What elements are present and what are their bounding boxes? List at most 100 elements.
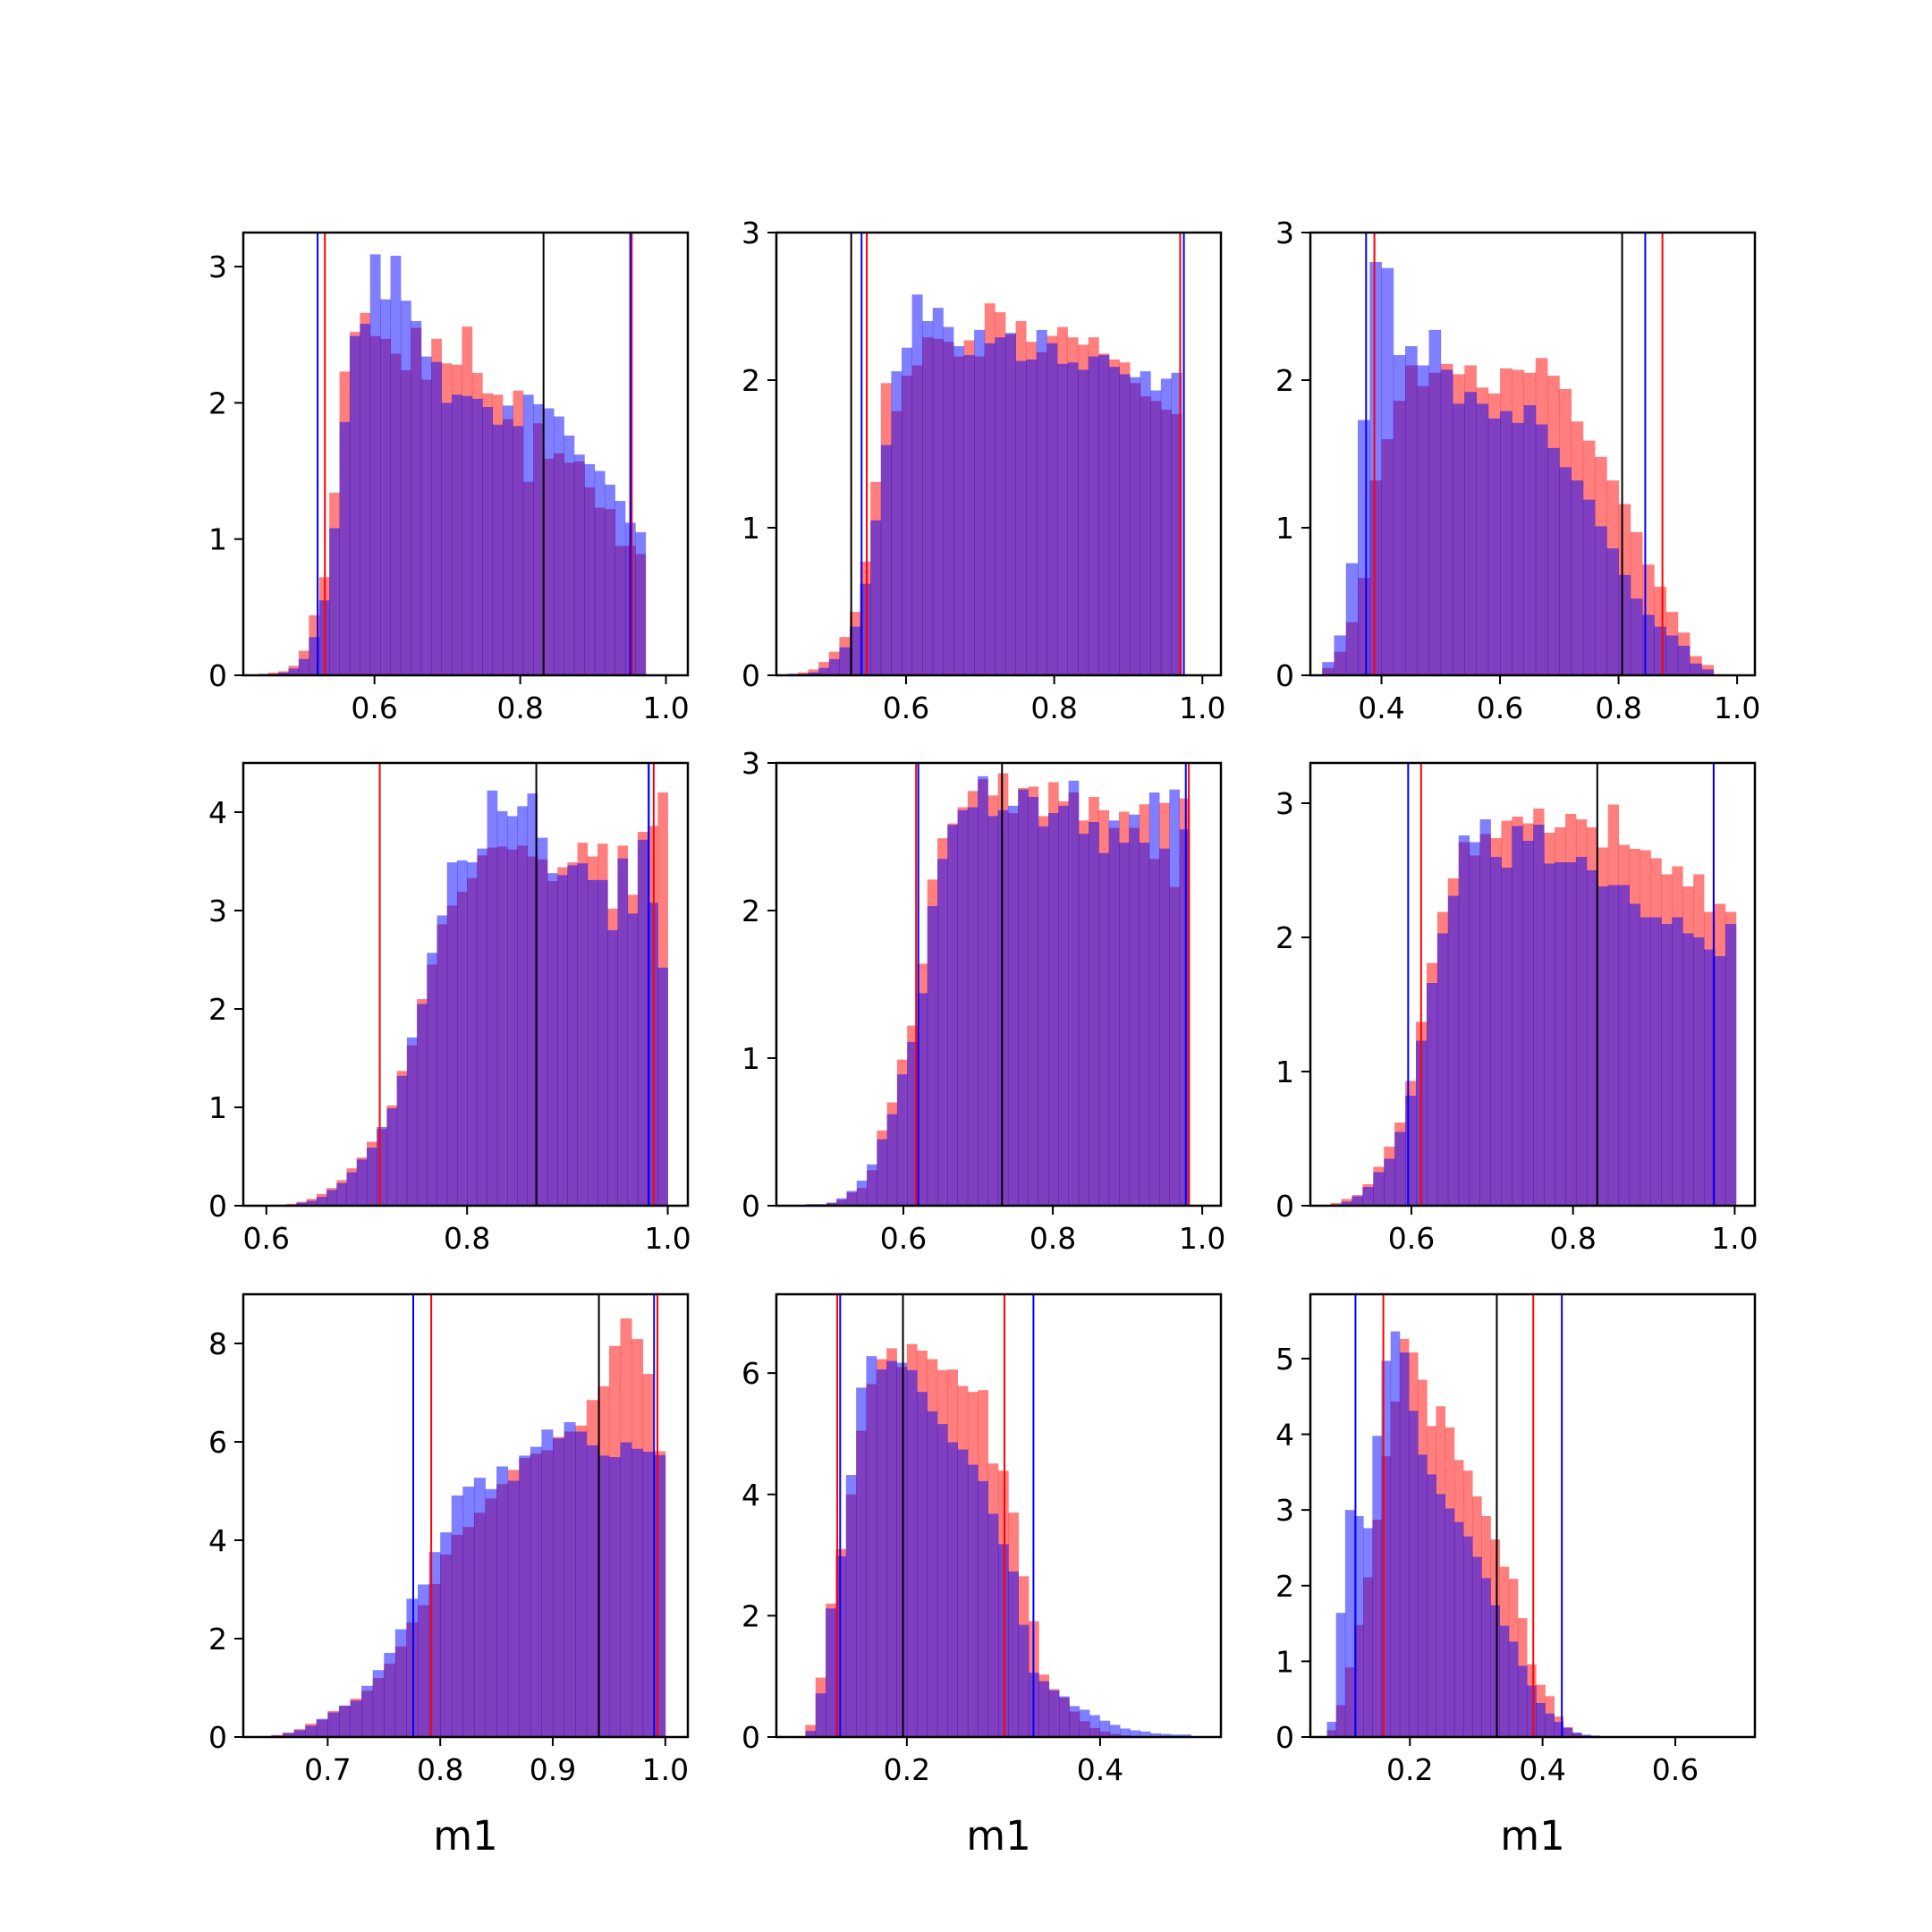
panel-r1c2-ytick-label-0: 0 [1275, 1189, 1294, 1224]
panel-r0c2-xtick-label-3: 1.0 [1714, 691, 1760, 725]
panel-r0c1-blue-bar-8 [870, 520, 882, 675]
panel-r2c0-xtick-label-3: 1.0 [642, 1752, 689, 1787]
panel-r2c1-blue-bar-27 [1079, 1709, 1090, 1737]
panel-r0c1-blue-bar-23 [1026, 359, 1038, 675]
panel-r2c2-blue-bar-28 [1581, 1734, 1591, 1737]
panel-r0c0-blue-bar-30 [564, 435, 575, 675]
panel-r2c0-blue-bar-35 [654, 1454, 666, 1737]
panel-r0c0-plot-area [258, 233, 647, 675]
panel-r0c0-red-bar-1 [267, 672, 279, 675]
panel-r1c0-blue-bar-13 [406, 1037, 418, 1206]
panel-r0c0-xtick-label-2: 1.0 [642, 691, 689, 725]
panel-r1c0-ytick-label-2: 2 [208, 992, 227, 1027]
panel-r2c1-blue-bar-14 [947, 1442, 958, 1737]
panel-r0c2-blue-bar-10 [1440, 369, 1453, 675]
panel-r2c2-blue-bar-27 [1572, 1732, 1582, 1737]
panel-r2c2-ytick-label-5: 5 [1275, 1342, 1294, 1377]
panel-r0c0-blue-bar-26 [522, 394, 534, 675]
subplot-grid: 0.6 0.8 1.0 0 1 2 3 0.6 0.8 1.0 0 1 2 3 0.4 0.6 0.8 1.0 0 1… [208, 216, 1760, 1860]
panel-r0c0-blue-bar-10 [360, 324, 371, 675]
panel-r1c2-blue-bar-9 [1426, 983, 1438, 1206]
panel-r0c0-blue-bar-20 [462, 395, 473, 675]
panel-r2c0-blue-bar-9 [361, 1685, 374, 1737]
panel-r2c1-blue-bar-24 [1048, 1690, 1060, 1737]
panel-r2c2-blue-bar-3 [1354, 1515, 1364, 1737]
panel-r0c2-blue-bar-22 [1582, 499, 1596, 675]
panel-r1c2-blue-bar-6 [1394, 1131, 1406, 1206]
panel-r2c0-plot-area [259, 1294, 666, 1737]
panel-r0c1-xtick-label-0: 0.6 [883, 691, 929, 725]
panel-r1c2-blue-bar-23 [1575, 857, 1588, 1206]
panel-r1c2-blue-bar-22 [1565, 862, 1577, 1206]
panel-r0c1-blue-bar-5 [839, 647, 851, 675]
panel-r2c1-blue-bar-36 [1170, 1734, 1182, 1737]
panel-r2c2-series-blue [1326, 1331, 1709, 1737]
panel-r2c0-blue-bar-2 [283, 1733, 295, 1737]
panel-r1c0-blue-bar-12 [396, 1075, 408, 1206]
panel-r1c0-series-blue [276, 790, 668, 1206]
panel-r2c1-series-blue [805, 1356, 1191, 1737]
panel-r0c1-ytick-label-1: 1 [741, 511, 760, 546]
panel-r0c2-blue-bar-30 [1677, 646, 1690, 675]
panel-r1c2-blue-bar-14 [1479, 819, 1491, 1206]
panel-r0c2-xtick-label-2: 0.8 [1595, 691, 1641, 725]
panel-r1c1-blue-bar-32 [1129, 814, 1140, 1206]
panel-r0c0-blue-bar-33 [594, 470, 606, 675]
panel-r0c1-blue-bar-36 [1160, 378, 1172, 675]
panel-r2c1-ytick-label-2: 4 [741, 1478, 760, 1513]
panel-r1c1-ytick-label-1: 1 [741, 1041, 760, 1076]
panel-r0c1-blue-bar-10 [891, 371, 902, 675]
panel-r2c0-ytick-label-2: 4 [208, 1523, 227, 1558]
panel-r1c0-blue-bar-6 [336, 1182, 347, 1206]
panel-r1c2-blue-bar-13 [1469, 842, 1480, 1206]
panel-r1c2-blue-bar-29 [1640, 917, 1651, 1206]
panel-r1c0-blue-bar-16 [436, 915, 448, 1206]
panel-r1c0-plot-area [276, 763, 668, 1206]
panel-r1c2-blue-bar-26 [1607, 885, 1620, 1206]
panel-r0c2-blue-bar-9 [1428, 329, 1442, 675]
panel-r2c0-blue-bar-12 [394, 1629, 407, 1737]
panel-r0c1-blue-bar-31 [1108, 367, 1120, 675]
panel-r2c0-xlabel: m1 [433, 1812, 497, 1860]
panel-r0c2-frame [1309, 231, 1757, 677]
panel-r1c0-blue-bar-19 [467, 862, 478, 1206]
panel-r1c2-blue-bar-7 [1405, 1096, 1417, 1206]
panel-r1c2-blue-bar-20 [1544, 863, 1555, 1206]
panel-r2c2-blue-bar-8 [1399, 1352, 1410, 1737]
panel-r1c1-blue-bar-16 [967, 807, 979, 1206]
panel-r0c0-ytick-label-3: 3 [208, 250, 227, 284]
panel-r0c0-blue-bar-13 [390, 255, 402, 675]
panel-r0c1-blue-bar-2 [808, 672, 819, 675]
panel-r0c1-xtick-label-2: 1.0 [1179, 691, 1225, 725]
panel-r1c0-blue-bar-31 [587, 879, 598, 1206]
panel-r1c1-blue-bar-30 [1108, 820, 1120, 1206]
panel-r1c1-plot-area [806, 763, 1191, 1206]
panel-r0c1-blue-bar-3 [818, 667, 830, 675]
panel-r0c0-blue-bar-22 [482, 406, 494, 675]
panel-r2c2-blue-bar-18 [1490, 1605, 1501, 1737]
panel-r1c1-blue-bar-28 [1089, 822, 1099, 1206]
panel-r0c0-blue-bar-17 [431, 361, 443, 675]
panel-r1c0-blue-bar-5 [326, 1190, 337, 1206]
panel-r0c0-xtick-label-0: 0.6 [351, 691, 397, 725]
panel-r0c1-blue-bar-7 [860, 583, 871, 675]
panel-r2c2-blue-bar-20 [1508, 1641, 1519, 1737]
panel-r1c2-blue-bar-4 [1373, 1172, 1385, 1206]
panel-r0c0-blue-bar-8 [339, 421, 351, 675]
panel-r0c0-blue-bar-12 [380, 299, 391, 675]
panel-r1c0-xtick-label-0: 0.6 [243, 1221, 290, 1256]
panel-r1c1-blue-bar-31 [1118, 843, 1130, 1206]
panel-r1c1-blue-bar-5 [856, 1180, 868, 1206]
panel-r0c0-blue-bar-3 [288, 668, 300, 675]
panel-r1c2-blue-bar-1 [1341, 1201, 1352, 1206]
panel-r0c0-blue-bar-5 [309, 637, 320, 675]
panel-r0c2-ytick-label-1: 1 [1275, 511, 1294, 546]
panel-r0c1-series-blue [787, 294, 1182, 675]
panel-r1c1: 0.6 0.8 1.0 0 1 2 3 [741, 746, 1225, 1256]
panel-r0c0-series-blue [258, 254, 647, 675]
panel-r1c1-blue-bar-8 [886, 1114, 898, 1206]
panel-r0c0-blue-bar-23 [492, 424, 504, 675]
panel-r1c1-blue-bar-11 [917, 993, 928, 1206]
panel-r2c0-blue-bar-6 [327, 1712, 340, 1737]
panel-r1c1-blue-bar-27 [1078, 834, 1089, 1206]
